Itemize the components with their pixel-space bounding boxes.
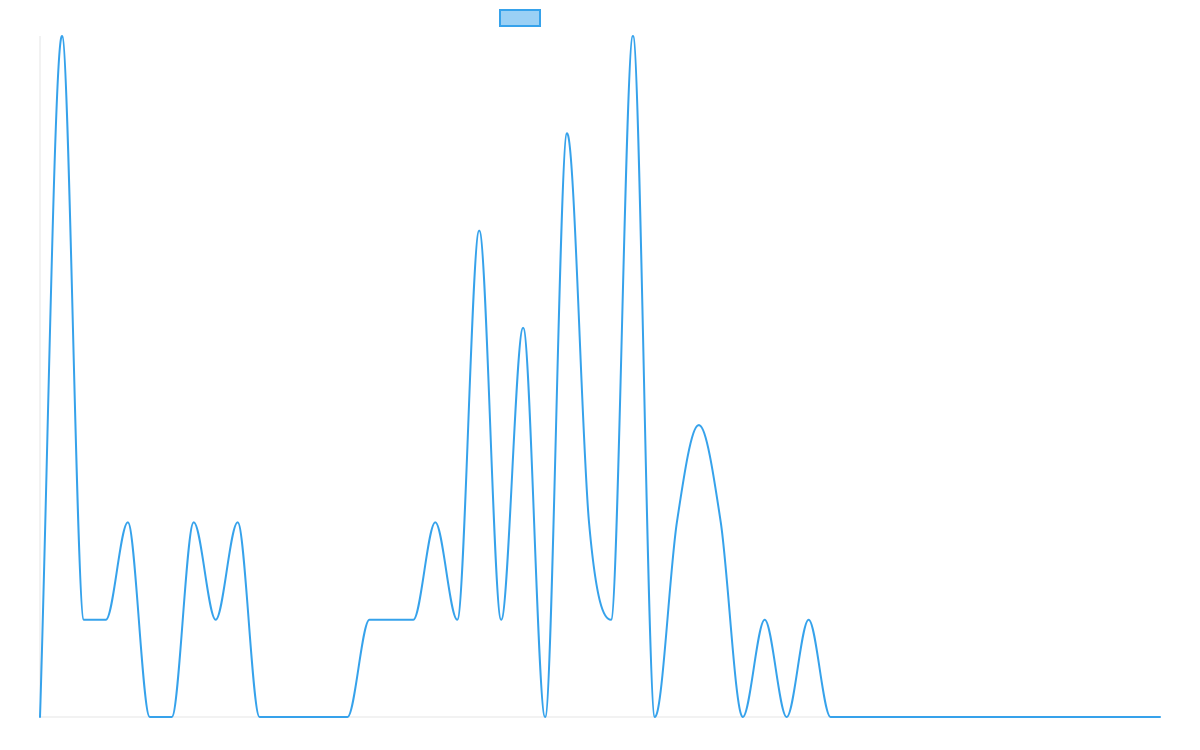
legend[interactable] [499,9,541,27]
series-line-0 [39,35,1161,719]
legend-swatch[interactable] [499,9,541,27]
series-layer [39,35,1161,719]
